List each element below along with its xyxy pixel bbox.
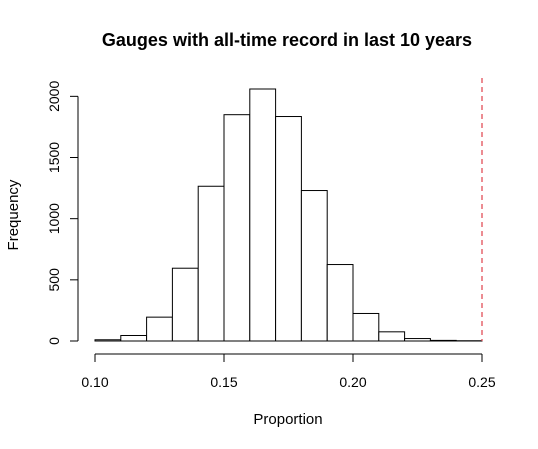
histogram-bar xyxy=(249,88,277,342)
histogram-bar xyxy=(300,190,328,342)
x-axis-label: Proportion xyxy=(253,411,322,428)
histogram-bar xyxy=(429,339,457,342)
y-tick-label: 1500 xyxy=(46,142,62,173)
x-tick-label: 0.15 xyxy=(210,374,237,390)
bars-group xyxy=(94,88,483,342)
histogram-bar xyxy=(326,264,354,342)
y-axis: 0 500 1000 1500 2000 xyxy=(46,81,79,345)
x-tick-label: 0.10 xyxy=(81,374,108,390)
histogram-bar xyxy=(223,114,251,342)
x-axis: 0.10 0.15 0.20 0.25 xyxy=(81,353,496,390)
histogram-bar xyxy=(378,331,406,342)
histogram-bar xyxy=(94,339,122,342)
y-tick-label: 2000 xyxy=(46,81,62,112)
x-tick-label: 0.25 xyxy=(468,374,495,390)
histogram-bar xyxy=(404,338,431,342)
y-tick-label: 1000 xyxy=(46,203,62,234)
y-tick-label: 0 xyxy=(46,337,62,345)
y-axis-label: Frequency xyxy=(5,179,22,250)
histogram-bar xyxy=(352,312,380,342)
histogram-bar xyxy=(197,185,225,342)
x-tick-label: 0.20 xyxy=(339,374,366,390)
histogram-bar xyxy=(120,334,148,342)
chart-title: Gauges with all-time record in last 10 y… xyxy=(102,30,472,50)
y-tick-label: 500 xyxy=(46,268,62,292)
histogram-bar xyxy=(171,267,199,342)
histogram-bar xyxy=(146,316,173,342)
histogram-bar xyxy=(275,116,302,342)
